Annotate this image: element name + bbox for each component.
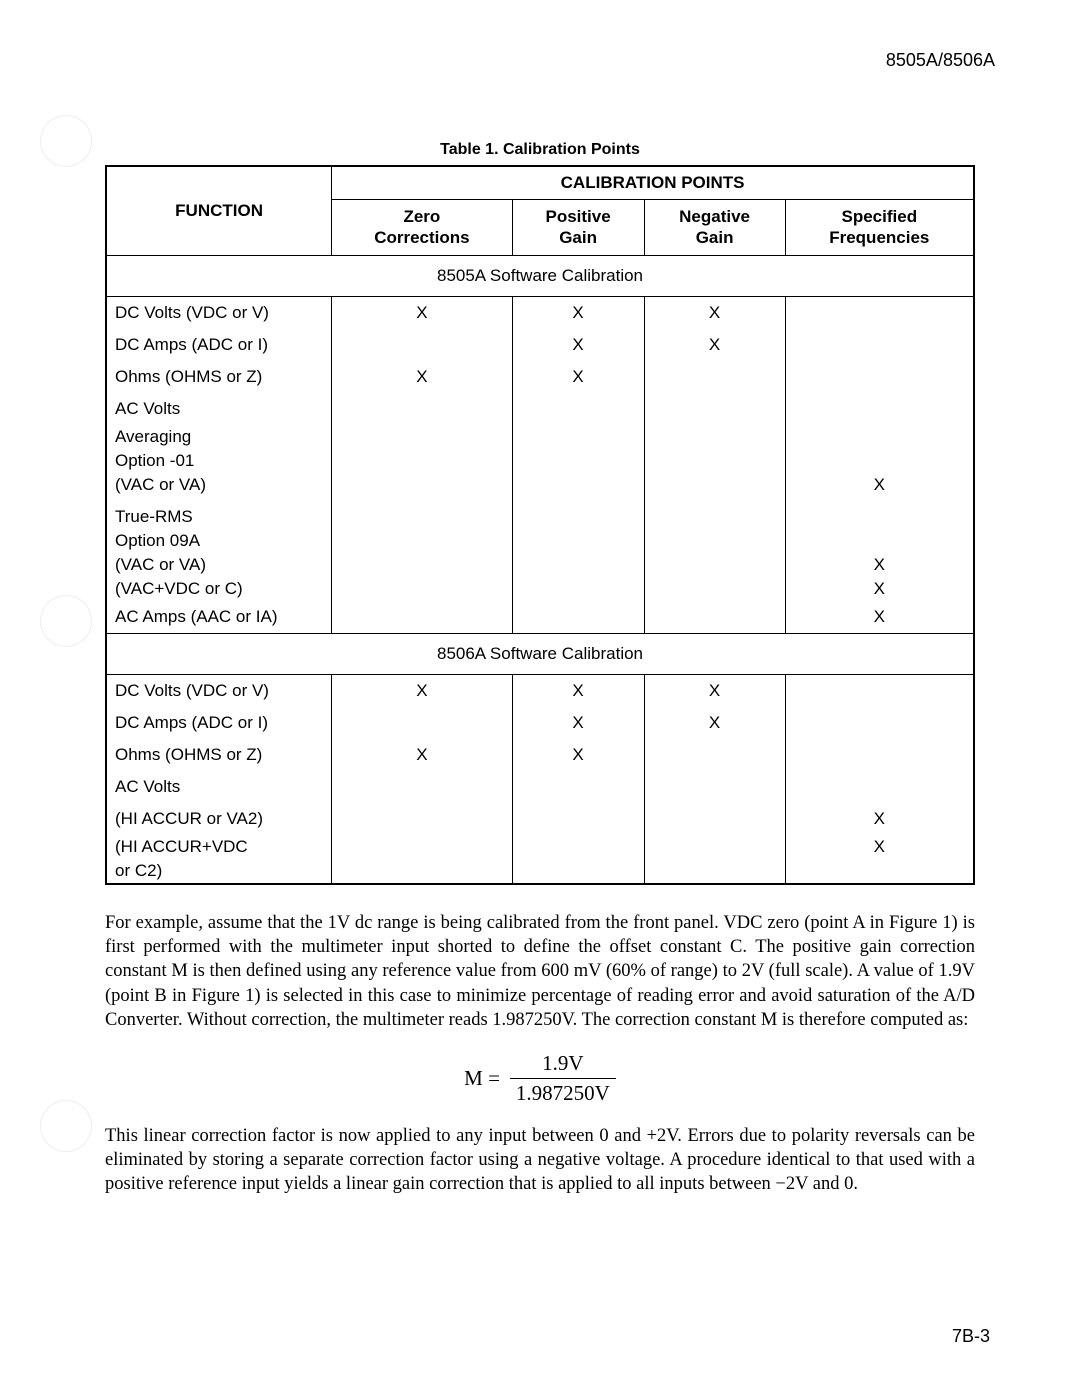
equation-lhs: M = (464, 1066, 500, 1091)
table-row: (HI ACCUR+VDCX (106, 835, 974, 859)
table-row: (VAC or VA)X (106, 553, 974, 577)
subheader-negative: NegativeGain (644, 200, 785, 256)
table-row: (VAC+VDC or C)X (106, 577, 974, 601)
table-row: True-RMS (106, 505, 974, 529)
table-row: DC Volts (VDC or V)XXX (106, 674, 974, 707)
table-row: Averaging (106, 425, 974, 449)
paragraph-2: This linear correction factor is now app… (105, 1124, 975, 1197)
table-row: AC Volts (106, 771, 974, 803)
table-row: DC Volts (VDC or V)XXX (106, 296, 974, 329)
table-row: DC Amps (ADC or I)XX (106, 329, 974, 361)
col-function-header: FUNCTION (106, 166, 332, 255)
subheader-specified: SpecifiedFrequencies (785, 200, 974, 256)
table-row: (VAC or VA)X (106, 473, 974, 497)
paragraph-1: For example, assume that the 1V dc range… (105, 911, 975, 1033)
section-8506a: 8506A Software Calibration (106, 633, 974, 674)
table-row: or C2) (106, 859, 974, 884)
table-title: Table 1. Calibration Points (105, 141, 975, 159)
model-header: 8505A/8506A (105, 50, 995, 71)
table-row: (HI ACCUR or VA2)X (106, 803, 974, 835)
subheader-positive: PositiveGain (512, 200, 644, 256)
col-group-header: CALIBRATION POINTS (332, 166, 974, 200)
subheader-zero: ZeroCorrections (332, 200, 512, 256)
table-row: AC Volts (106, 393, 974, 425)
equation: M = 1.9V 1.987250V (105, 1051, 975, 1106)
table-row: Ohms (OHMS or Z)XX (106, 361, 974, 393)
table-row: Option 09A (106, 529, 974, 553)
table-row: AC Amps (AAC or IA)X (106, 601, 974, 634)
table-row: Ohms (OHMS or Z)XX (106, 739, 974, 771)
table-row (106, 497, 974, 505)
equation-denominator: 1.987250V (510, 1078, 616, 1106)
calibration-table: FUNCTION CALIBRATION POINTS ZeroCorrecti… (105, 165, 975, 885)
table-row: DC Amps (ADC or I)XX (106, 707, 974, 739)
equation-numerator: 1.9V (528, 1051, 597, 1078)
table-row: Option -01 (106, 449, 974, 473)
page-number: 7B-3 (952, 1326, 990, 1347)
section-8505a: 8505A Software Calibration (106, 255, 974, 296)
